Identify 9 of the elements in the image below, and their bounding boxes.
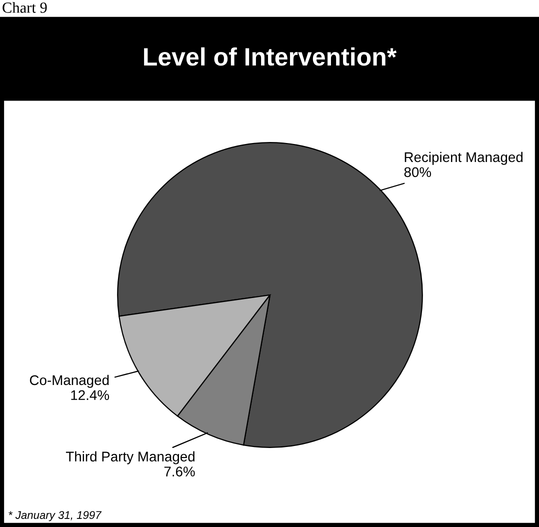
slice-label: Co-Managed: [30, 374, 109, 388]
slice-label: Third Party Managed: [66, 451, 194, 464]
data-label: 12.4%: [71, 390, 110, 400]
data-label: 80%: [404, 167, 432, 178]
text: * January 31, 1997: [8, 511, 102, 522]
data-label: 7.6%: [164, 466, 195, 476]
chart-title: Level of Intervention*: [144, 47, 397, 66]
slice-label: Recipient Managed: [404, 152, 523, 165]
caption: Chart 9: [2, 2, 47, 13]
